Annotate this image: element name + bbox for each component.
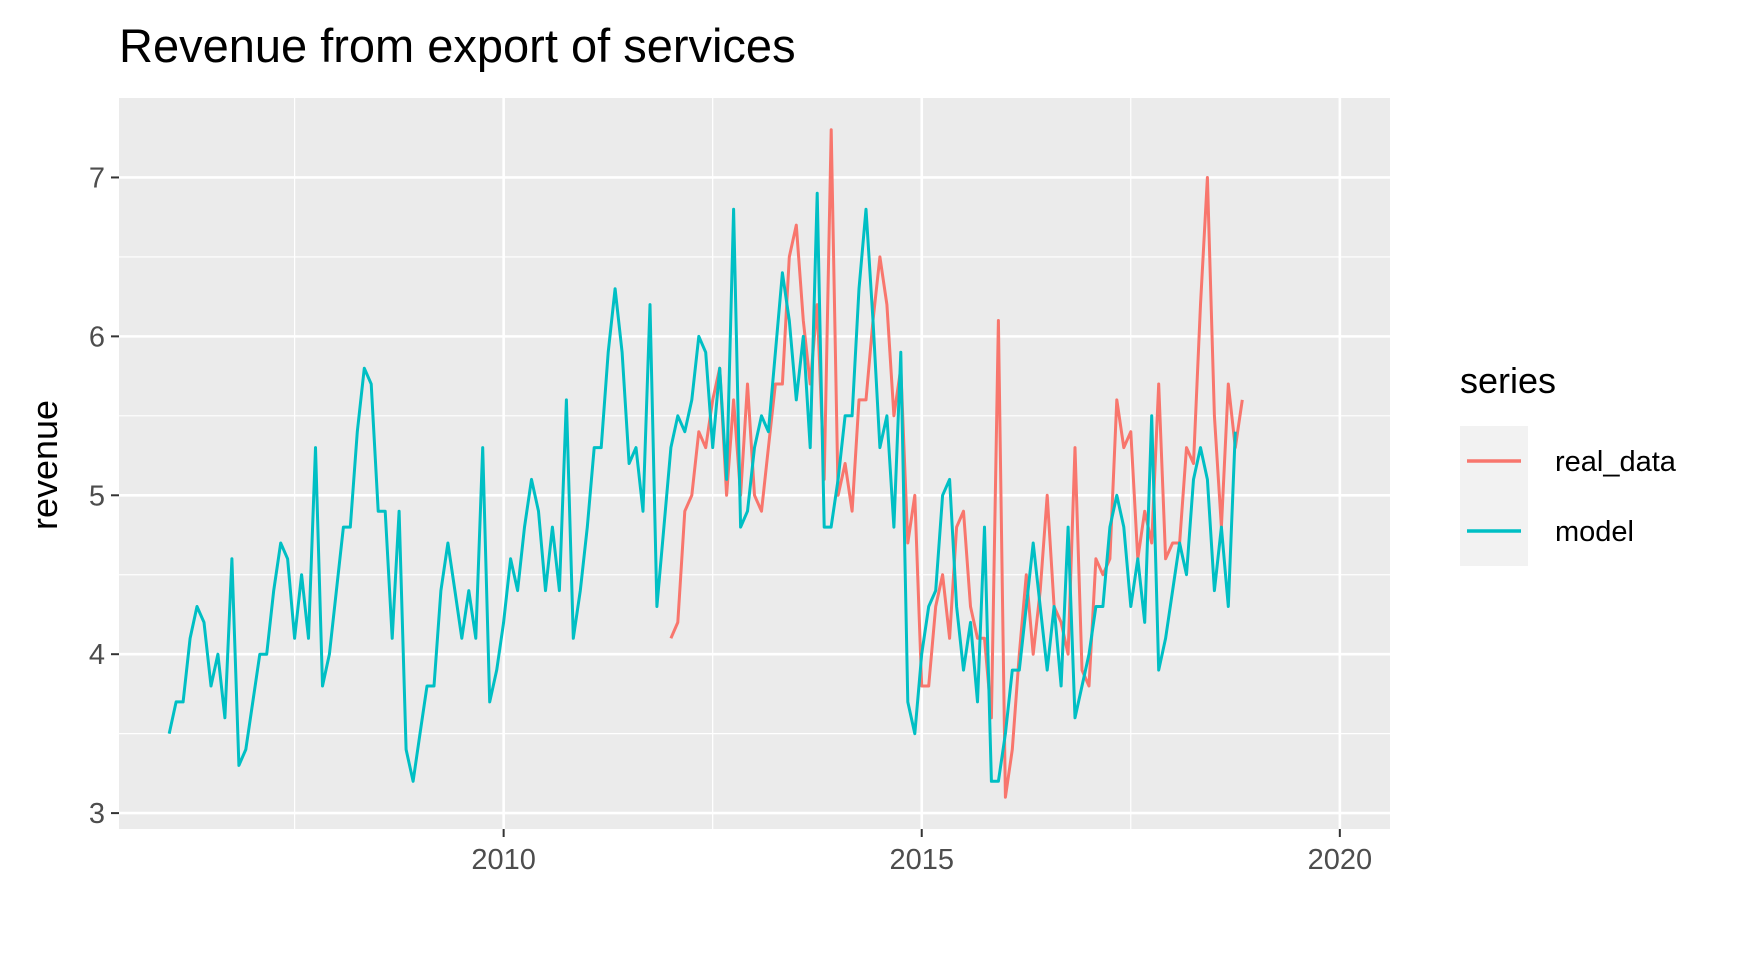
- chart-title: Revenue from export of services: [119, 19, 796, 72]
- y-tick-label: 6: [89, 321, 105, 353]
- y-tick-label: 4: [89, 639, 105, 671]
- series-line-model: [167, 191, 1237, 783]
- panel-background: [119, 98, 1390, 829]
- y-tick-label: 3: [89, 798, 105, 830]
- legend-label: real_data: [1555, 446, 1677, 478]
- plot-panel: [119, 98, 1390, 829]
- x-tick-label: 2010: [471, 844, 536, 876]
- x-tick-label: 2020: [1308, 844, 1373, 876]
- legend-title: series: [1460, 360, 1556, 401]
- y-tick-label: 7: [89, 162, 105, 194]
- legend-label: model: [1555, 516, 1634, 548]
- y-axis-label: revenue: [24, 400, 65, 530]
- x-tick-label: 2015: [889, 844, 954, 876]
- y-tick-label: 5: [89, 480, 105, 512]
